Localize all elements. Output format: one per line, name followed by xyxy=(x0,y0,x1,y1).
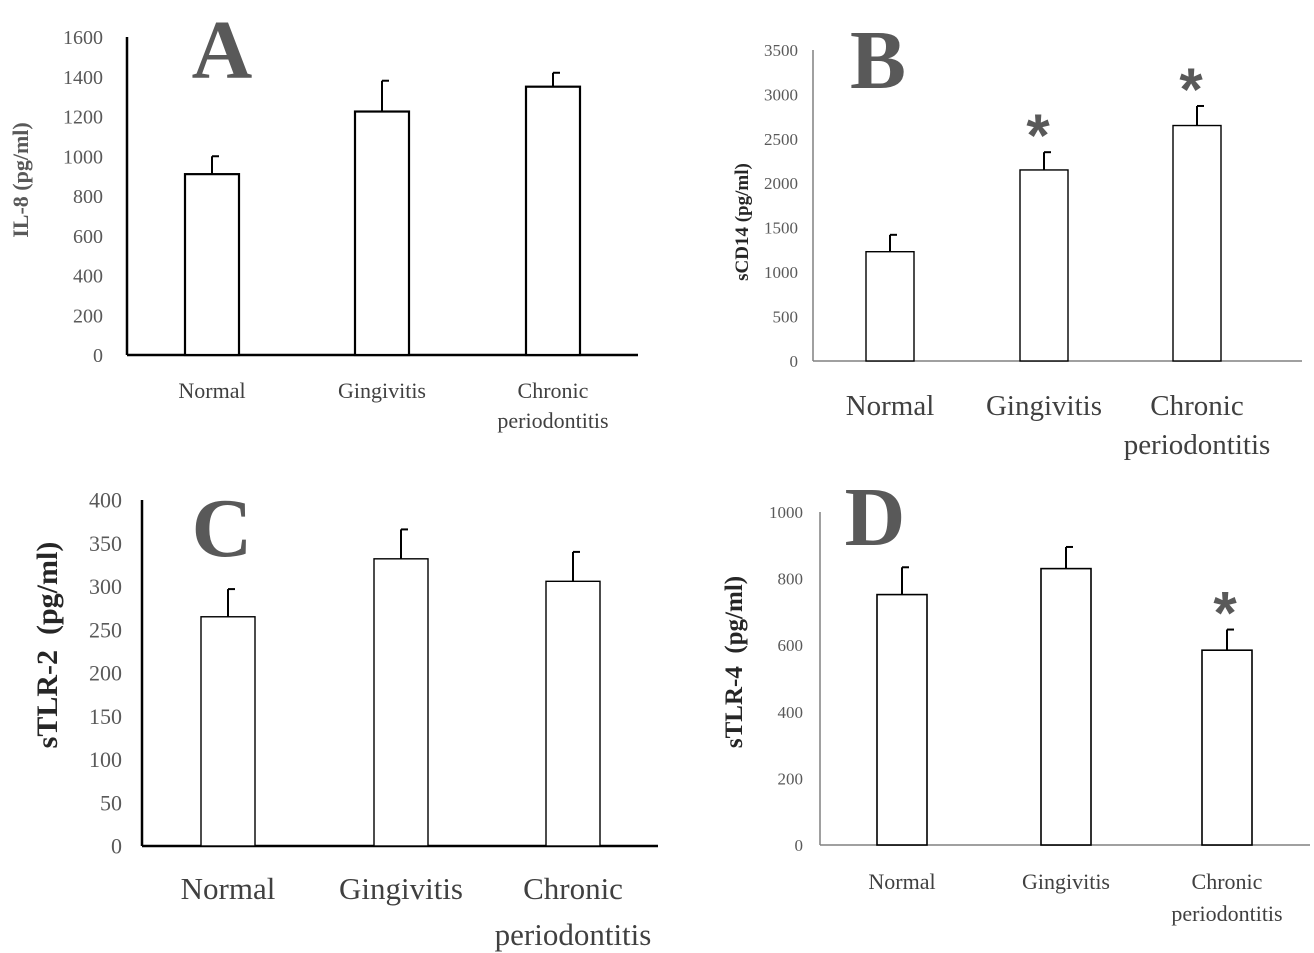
bar xyxy=(1040,567,1092,846)
category-label: Normal xyxy=(181,871,276,906)
y-tick-label: 1400 xyxy=(63,67,103,89)
panel-letter: B xyxy=(850,14,906,107)
y-tick-label: 400 xyxy=(778,703,804,722)
panel-c: 0 50 100 150 200 250 300 350 400 Normal Gingivitis… xyxy=(31,482,658,952)
y-tick-label: 0 xyxy=(790,352,799,371)
bar xyxy=(1019,169,1069,362)
panel-d: 0 200 400 600 800 1000 Normal Gingivitis Chronic… xyxy=(721,471,1310,926)
panel-a: 0 200 400 600 800 1000 1200 1400 1600 Normal Gingi… xyxy=(8,4,638,433)
y-axis-label: sCD14 (pg/ml) xyxy=(732,163,753,281)
y-tick-label: 50 xyxy=(100,790,122,815)
y-axis-label: sTLR-2 (pg/ml) xyxy=(31,542,64,749)
category-label: Chronic periodontitis xyxy=(1124,390,1271,461)
y-tick-label: 600 xyxy=(73,226,103,248)
panel-letter: C xyxy=(192,482,253,575)
category-label: Gingivitis xyxy=(338,378,426,403)
y-tick-label: 2500 xyxy=(764,130,798,149)
bar xyxy=(1172,124,1222,362)
category-label: Chronic periodontitis xyxy=(497,378,608,433)
significance-marker: * xyxy=(1213,580,1237,647)
bar xyxy=(200,616,256,847)
y-tick-label: 3000 xyxy=(764,85,798,104)
bar xyxy=(865,251,915,362)
bar xyxy=(524,85,582,357)
y-tick-label: 800 xyxy=(73,186,103,208)
bar xyxy=(183,173,241,357)
y-tick-label: 200 xyxy=(89,661,122,686)
y-tick-label: 1500 xyxy=(764,219,798,238)
y-tick-label: 500 xyxy=(773,308,799,327)
bar xyxy=(353,110,411,357)
category-label: Chronic periodontitis xyxy=(1171,869,1282,926)
y-tick-label: 600 xyxy=(778,636,804,655)
y-tick-label: 150 xyxy=(89,704,122,729)
y-tick-label: 1200 xyxy=(63,107,103,129)
y-tick-label: 350 xyxy=(89,531,122,556)
y-tick-label: 0 xyxy=(111,834,122,859)
y-tick-label: 200 xyxy=(73,305,103,327)
panel-letter: D xyxy=(845,471,906,564)
bar xyxy=(373,558,429,847)
y-tick-label: 3500 xyxy=(764,41,798,60)
category-label: Gingivitis xyxy=(986,390,1102,422)
y-axis-label: IL-8 (pg/ml) xyxy=(8,122,33,238)
y-tick-label: 1000 xyxy=(769,503,803,522)
significance-marker: * xyxy=(1179,56,1203,123)
y-tick-label: 0 xyxy=(795,836,804,855)
y-tick-label: 2000 xyxy=(764,174,798,193)
panel-letter: A xyxy=(192,4,253,97)
category-label: Normal xyxy=(846,390,935,422)
y-tick-label: 800 xyxy=(778,570,804,589)
y-tick-label: 250 xyxy=(89,617,122,642)
bar xyxy=(1201,649,1253,846)
y-tick-label: 200 xyxy=(778,769,804,788)
category-label: Chronic periodontitis xyxy=(495,871,652,952)
significance-marker: * xyxy=(1026,102,1050,169)
category-label: Normal xyxy=(178,378,245,403)
bar xyxy=(876,593,928,846)
y-tick-label: 100 xyxy=(89,747,122,772)
bar xyxy=(545,580,601,847)
y-tick-label: 300 xyxy=(89,574,122,599)
y-tick-label: 400 xyxy=(89,488,122,513)
category-label: Normal xyxy=(868,869,935,894)
category-label: Gingivitis xyxy=(339,871,463,906)
y-tick-label: 1000 xyxy=(63,146,103,168)
category-label: Gingivitis xyxy=(1022,869,1110,894)
y-tick-label: 1000 xyxy=(764,263,798,282)
y-axis-label: sTLR-4 (pg/ml) xyxy=(721,576,748,748)
y-tick-label: 400 xyxy=(73,266,103,288)
y-tick-label: 1600 xyxy=(63,27,103,49)
y-tick-label: 0 xyxy=(93,345,103,367)
panel-b: 0 500 1000 1500 2000 2500 3000 3500 Normal Gingiv… xyxy=(732,14,1302,461)
